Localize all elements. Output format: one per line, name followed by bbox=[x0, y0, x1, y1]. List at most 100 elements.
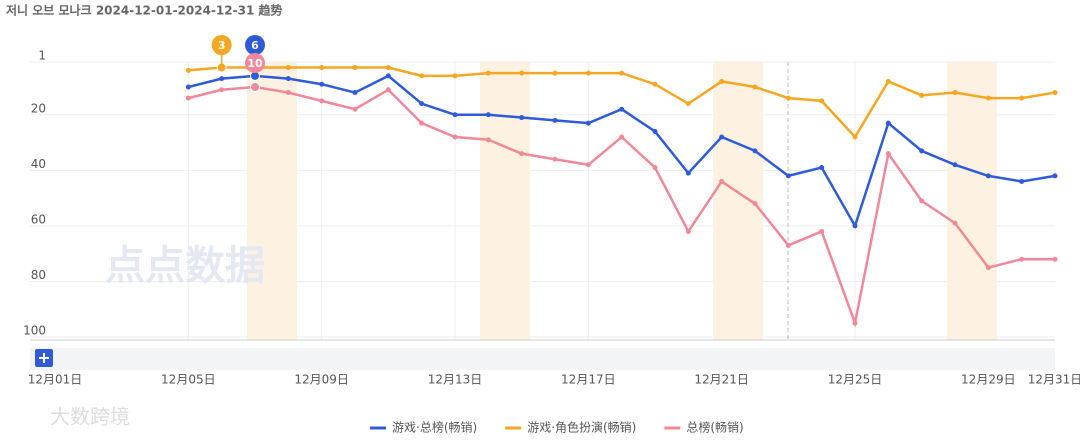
point bbox=[452, 134, 458, 140]
legend-label: 总榜(畅销) bbox=[686, 420, 743, 435]
point bbox=[419, 101, 425, 107]
point bbox=[285, 65, 291, 71]
y-tick-label: 40 bbox=[31, 157, 46, 171]
point bbox=[919, 198, 925, 204]
point bbox=[919, 148, 925, 154]
point bbox=[719, 78, 725, 84]
point bbox=[919, 92, 925, 98]
point bbox=[385, 65, 391, 71]
point bbox=[319, 81, 325, 87]
point bbox=[719, 178, 725, 184]
point bbox=[719, 134, 725, 140]
point bbox=[385, 87, 391, 93]
pin-head bbox=[211, 35, 232, 55]
point bbox=[985, 265, 991, 271]
point bbox=[952, 90, 958, 96]
point bbox=[952, 220, 958, 226]
point bbox=[752, 84, 758, 90]
y-tick-label: 60 bbox=[31, 212, 46, 226]
band bbox=[947, 62, 997, 340]
point bbox=[552, 117, 558, 123]
x-tick-label: 12月17日 bbox=[561, 373, 616, 387]
point bbox=[385, 73, 391, 79]
point bbox=[885, 120, 891, 126]
point bbox=[319, 65, 325, 71]
point bbox=[585, 162, 591, 168]
point bbox=[285, 90, 291, 96]
point bbox=[319, 98, 325, 104]
highlight-bands bbox=[247, 62, 997, 340]
point bbox=[652, 81, 658, 87]
series-line bbox=[188, 85, 1055, 328]
pin-head bbox=[245, 53, 265, 73]
x-tick-label: 12月01日 bbox=[28, 373, 83, 387]
pin-head bbox=[245, 35, 265, 55]
point bbox=[819, 98, 825, 104]
y-tick-label: 1 bbox=[38, 49, 46, 63]
point bbox=[185, 84, 191, 90]
point bbox=[852, 134, 858, 140]
point bbox=[585, 70, 591, 76]
point bbox=[685, 170, 691, 176]
point bbox=[819, 228, 825, 234]
x-tick-label: 12月05日 bbox=[161, 373, 216, 387]
x-tick-label: 12月13日 bbox=[428, 373, 483, 387]
x-tick-label: 12月29日 bbox=[961, 373, 1016, 387]
point bbox=[519, 151, 525, 157]
point bbox=[352, 106, 358, 112]
point bbox=[752, 201, 758, 207]
point bbox=[552, 156, 558, 162]
point bbox=[219, 87, 225, 93]
point bbox=[619, 70, 625, 76]
point bbox=[852, 223, 858, 229]
point bbox=[619, 134, 625, 140]
watermark: 大数跨境 bbox=[50, 405, 130, 429]
point bbox=[1052, 256, 1058, 262]
series-line bbox=[188, 66, 1056, 140]
point bbox=[485, 70, 491, 76]
point bbox=[219, 76, 225, 82]
point bbox=[652, 128, 658, 134]
point bbox=[885, 78, 891, 84]
watermark: 点点数据 bbox=[105, 243, 265, 289]
point bbox=[952, 162, 958, 168]
point bbox=[419, 120, 425, 126]
point bbox=[485, 112, 491, 118]
point bbox=[1052, 90, 1058, 96]
pin-label: 3 bbox=[218, 39, 226, 52]
point bbox=[552, 70, 558, 76]
point bbox=[185, 67, 191, 73]
point bbox=[619, 106, 625, 112]
point bbox=[852, 320, 858, 326]
point bbox=[685, 228, 691, 234]
point bbox=[685, 101, 691, 107]
point bbox=[185, 95, 191, 101]
x-tick-label: 12月31日 bbox=[1028, 373, 1080, 387]
point bbox=[752, 148, 758, 154]
point bbox=[1019, 178, 1025, 184]
zoom-button[interactable] bbox=[35, 349, 53, 367]
point bbox=[352, 65, 358, 71]
pin-label: 6 bbox=[251, 39, 259, 52]
legend-label: 游戏·总榜(畅销) bbox=[392, 420, 477, 435]
point bbox=[1052, 173, 1058, 179]
point bbox=[285, 76, 291, 82]
band bbox=[713, 62, 763, 340]
zoom-slider[interactable] bbox=[30, 348, 1055, 370]
point bbox=[419, 73, 425, 79]
point bbox=[785, 242, 791, 248]
chart-title: 저니 오브 모나크 2024-12-01-2024-12-31 趋势 bbox=[6, 3, 283, 18]
pin-marker bbox=[250, 82, 260, 92]
point bbox=[352, 90, 358, 96]
point bbox=[819, 165, 825, 171]
pin-label: 10 bbox=[247, 57, 263, 70]
band bbox=[247, 62, 297, 340]
point bbox=[985, 173, 991, 179]
point bbox=[519, 115, 525, 121]
band bbox=[480, 62, 530, 340]
x-tick-label: 12月21日 bbox=[694, 373, 749, 387]
point bbox=[519, 70, 525, 76]
point bbox=[452, 112, 458, 118]
y-tick-label: 100 bbox=[23, 324, 46, 338]
